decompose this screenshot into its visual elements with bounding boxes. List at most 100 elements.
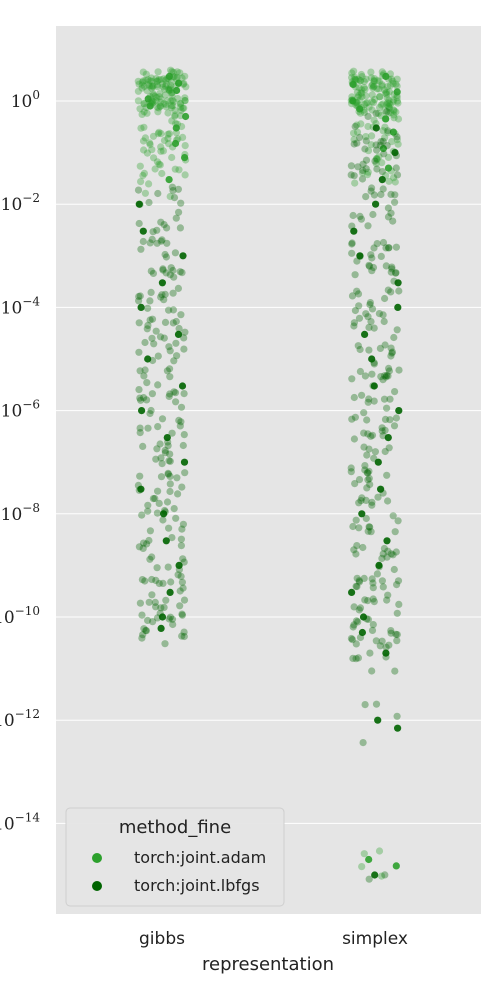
- data-point-lbfgs: [367, 251, 375, 259]
- data-point-lbfgs: [392, 164, 400, 172]
- data-point-lbfgs: [147, 288, 155, 296]
- data-point-adam: [374, 109, 382, 118]
- data-point-lbfgs: [390, 333, 398, 342]
- data-point-lbfgs: [136, 200, 144, 209]
- data-point-lbfgs: [386, 395, 394, 403]
- data-point-adam: [362, 133, 370, 141]
- data-point-lbfgs: [348, 415, 356, 423]
- data-point-lbfgs: [136, 472, 144, 480]
- data-point-lbfgs: [362, 310, 370, 318]
- data-point-lbfgs: [160, 296, 168, 304]
- data-point-adam: [372, 155, 380, 163]
- data-point-lbfgs: [348, 636, 356, 644]
- data-point-adam: [137, 178, 145, 186]
- data-point-lbfgs: [172, 339, 180, 347]
- data-point-lbfgs: [373, 570, 381, 578]
- data-point-adam: [179, 104, 187, 112]
- data-point-adam: [347, 97, 355, 105]
- data-point-lbfgs: [361, 145, 369, 153]
- data-point-adam: [353, 98, 361, 106]
- data-point-lbfgs: [358, 175, 367, 183]
- data-point-lbfgs: [391, 388, 399, 396]
- data-point-adam: [385, 96, 393, 104]
- data-point-adam: [141, 134, 149, 142]
- data-point-lbfgs: [385, 244, 393, 252]
- data-point-lbfgs: [385, 367, 393, 375]
- data-point-adam: [350, 67, 358, 75]
- data-point-adam: [168, 96, 176, 104]
- data-point-lbfgs: [149, 228, 157, 236]
- data-point-adam: [143, 87, 151, 95]
- data-point-lbfgs: [360, 574, 368, 583]
- data-point-lbfgs: [161, 250, 169, 259]
- data-point-lbfgs: [356, 345, 364, 354]
- data-point-adam: [167, 102, 175, 110]
- data-point-adam: [162, 103, 170, 111]
- y-tick-label: 10−2: [1, 191, 40, 215]
- data-point-lbfgs: [365, 467, 373, 475]
- data-point-lbfgs: [178, 269, 186, 277]
- data-point-adam: [378, 81, 386, 89]
- data-point-adam: [138, 110, 146, 118]
- data-point-adam: [378, 159, 386, 167]
- data-point-adam: [140, 169, 148, 177]
- data-point-lbfgs: [179, 584, 187, 592]
- data-point-adam: [138, 81, 146, 89]
- data-point-lbfgs: [153, 445, 161, 453]
- data-point-lbfgs: [350, 227, 358, 235]
- data-point-adam: [147, 100, 155, 108]
- data-point-lbfgs: [142, 627, 150, 635]
- data-point-adam: [387, 75, 396, 83]
- data-point-lbfgs: [161, 640, 169, 648]
- data-point-lbfgs: [352, 550, 360, 558]
- x-axis-title: representation: [202, 954, 334, 975]
- data-point-lbfgs: [381, 871, 389, 879]
- data-point-lbfgs: [181, 328, 189, 336]
- data-point-lbfgs: [137, 245, 145, 253]
- data-point-adam: [368, 132, 376, 140]
- data-point-adam: [155, 76, 163, 84]
- data-point-adam: [167, 104, 176, 112]
- data-point-adam: [144, 76, 152, 84]
- data-point-lbfgs: [391, 667, 399, 675]
- data-point-lbfgs: [143, 325, 151, 333]
- data-point-lbfgs: [165, 392, 173, 400]
- data-point-lbfgs: [177, 418, 185, 426]
- data-point-adam: [360, 84, 368, 92]
- data-point-lbfgs: [143, 540, 151, 548]
- data-point-adam: [368, 98, 376, 106]
- data-point-lbfgs: [389, 551, 397, 559]
- data-point-adam: [181, 171, 189, 179]
- data-point-lbfgs: [383, 371, 391, 380]
- data-point-lbfgs: [380, 317, 388, 326]
- legend-title: method_fine: [119, 817, 231, 838]
- data-point-lbfgs: [158, 613, 167, 621]
- data-point-adam: [153, 81, 161, 89]
- data-point-adam: [150, 154, 158, 162]
- data-point-adam: [165, 72, 173, 80]
- data-point-adam: [383, 94, 391, 102]
- data-point-adam: [163, 97, 172, 105]
- data-point-adam: [364, 147, 373, 155]
- data-point-adam: [153, 93, 161, 102]
- data-point-lbfgs: [356, 252, 364, 260]
- data-point-lbfgs: [348, 240, 356, 248]
- data-point-adam: [168, 89, 176, 97]
- data-point-lbfgs: [350, 393, 358, 402]
- data-point-adam: [376, 93, 384, 101]
- data-point-adam: [160, 100, 168, 108]
- data-point-adam: [159, 147, 167, 155]
- data-point-lbfgs: [138, 407, 146, 415]
- data-point-adam: [168, 153, 176, 162]
- data-point-lbfgs: [363, 484, 371, 492]
- data-point-adam: [156, 102, 164, 110]
- data-point-adam: [134, 87, 142, 95]
- data-point-lbfgs: [368, 501, 376, 509]
- data-point-lbfgs: [375, 563, 383, 571]
- data-point-lbfgs: [163, 367, 171, 375]
- data-point-adam: [161, 85, 169, 93]
- data-point-adam: [148, 98, 156, 106]
- data-point-lbfgs: [180, 558, 188, 566]
- data-point-lbfgs: [387, 268, 395, 276]
- data-point-adam: [369, 84, 377, 92]
